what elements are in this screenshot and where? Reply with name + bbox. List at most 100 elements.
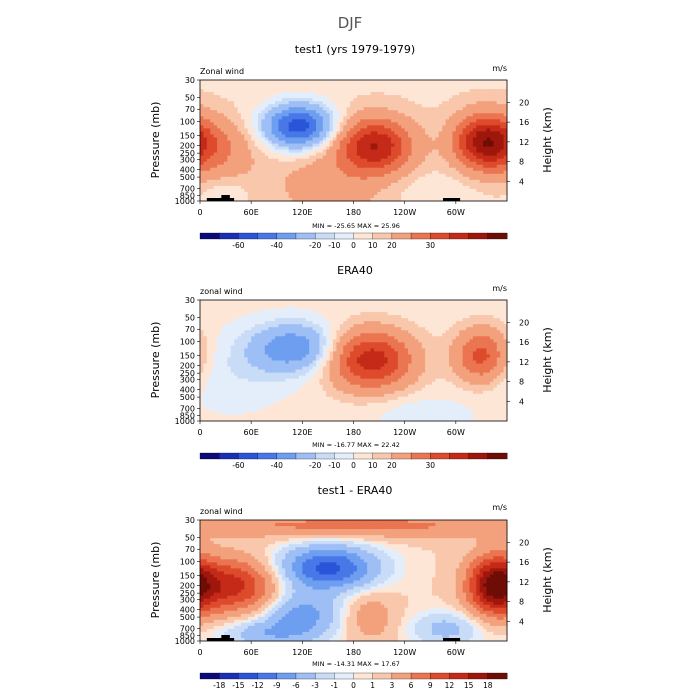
field-cell — [247, 116, 252, 120]
field-cell — [319, 137, 324, 141]
field-cell — [271, 167, 276, 172]
field-cell — [234, 315, 238, 319]
field-cell — [394, 125, 399, 129]
field-cell — [346, 92, 351, 96]
field-cell — [278, 170, 283, 175]
field-cell — [486, 330, 491, 334]
field-cell — [244, 327, 249, 331]
field-cell — [285, 321, 290, 325]
field-cell — [408, 336, 412, 340]
field-cell — [339, 113, 344, 117]
field-cell — [394, 327, 399, 331]
field-cell — [452, 86, 457, 90]
field-cell — [315, 92, 320, 96]
field-cell — [387, 306, 392, 310]
field-cell — [275, 330, 279, 334]
field-cell — [421, 188, 426, 193]
field-cell — [203, 143, 208, 147]
field-cell — [261, 339, 266, 343]
field-cell — [315, 152, 320, 157]
field-cell — [489, 101, 494, 105]
field-cell — [333, 158, 337, 163]
field-cell — [489, 318, 494, 322]
field-cell — [315, 342, 320, 346]
field-cell — [223, 173, 228, 178]
field-cell — [476, 83, 481, 87]
field-cell — [469, 119, 474, 123]
field-cell — [380, 339, 385, 343]
field-cell — [251, 167, 255, 172]
field-cell — [500, 104, 504, 108]
field-cell — [309, 86, 313, 90]
field-cell — [220, 179, 225, 184]
field-cell — [479, 104, 484, 108]
field-cell — [503, 167, 508, 172]
field-cell — [363, 315, 368, 319]
field-cell — [391, 321, 395, 325]
field-cell — [227, 149, 232, 153]
field-cell — [350, 146, 354, 150]
field-cell — [438, 333, 443, 337]
field-cell — [217, 182, 221, 187]
field-cell — [278, 321, 283, 325]
field-cell — [312, 167, 317, 172]
field-cell — [261, 80, 266, 84]
field-cell — [428, 110, 433, 114]
field-cell — [343, 339, 348, 343]
field-cell — [455, 104, 460, 108]
field-cell — [227, 179, 232, 184]
field-cell — [462, 309, 467, 313]
field-cell — [244, 92, 249, 96]
field-cell — [234, 149, 238, 153]
field-cell — [394, 167, 399, 172]
field-cell — [230, 312, 235, 316]
field-cell — [264, 339, 269, 343]
field-cell — [200, 179, 204, 184]
field-cell — [496, 179, 501, 184]
field-cell — [493, 309, 498, 313]
field-cell — [244, 134, 249, 138]
field-cell — [271, 330, 276, 334]
field-cell — [394, 339, 399, 343]
field-cell — [428, 179, 433, 184]
field-cell — [391, 182, 395, 187]
field-cell — [292, 107, 296, 111]
field-cell — [322, 158, 327, 163]
field-cell — [336, 101, 341, 105]
field-cell — [319, 167, 324, 172]
field-cell — [479, 146, 484, 150]
field-cell — [271, 318, 276, 322]
field-cell — [220, 306, 225, 310]
field-cell — [493, 306, 498, 310]
field-cell — [312, 330, 317, 334]
field-cell — [462, 339, 467, 343]
field-cell — [455, 92, 460, 96]
field-cell — [302, 119, 307, 123]
field-cell — [292, 152, 296, 157]
field-cell — [319, 152, 324, 157]
field-cell — [346, 176, 351, 181]
field-cell — [394, 140, 399, 144]
field-cell — [326, 113, 331, 117]
field-cell — [500, 309, 504, 313]
field-cell — [469, 89, 474, 93]
field-cell — [370, 324, 375, 328]
field-cell — [486, 107, 491, 111]
field-cell — [421, 324, 426, 328]
field-cell — [271, 149, 276, 153]
field-cell — [230, 303, 235, 307]
field-cell — [223, 306, 228, 310]
field-cell — [452, 143, 457, 147]
field-cell — [247, 324, 252, 328]
field-cell — [333, 164, 337, 169]
field-cell — [227, 161, 232, 166]
field-cell — [493, 333, 498, 337]
field-cell — [223, 86, 228, 90]
field-cell — [353, 155, 358, 160]
field-cell — [373, 98, 378, 102]
field-cell — [418, 152, 423, 157]
field-cell — [244, 83, 249, 87]
field-cell — [370, 306, 375, 310]
field-cell — [329, 161, 334, 166]
field-cell — [292, 95, 296, 99]
